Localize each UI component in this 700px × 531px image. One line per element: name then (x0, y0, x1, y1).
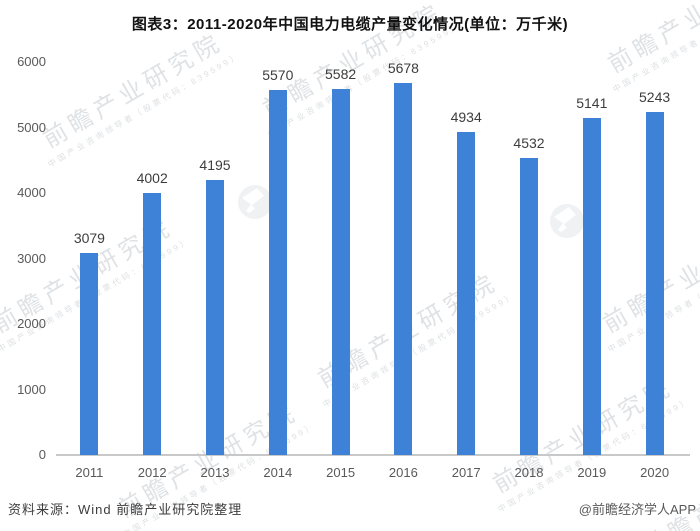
x-tick-label: 2012 (137, 465, 167, 480)
source-note: 资料来源：Wind 前瞻产业研究院整理 (8, 502, 243, 517)
y-tick-label: 2000 (17, 316, 46, 331)
x-axis-line (56, 454, 690, 456)
bar-value-label: 4532 (513, 135, 545, 152)
bar-value-label: 5141 (576, 95, 608, 112)
bar (394, 83, 413, 455)
bar-value-label: 4934 (450, 108, 482, 125)
credit-note: @前瞻经济学人APP (578, 502, 696, 517)
x-tick-label: 2014 (263, 465, 293, 480)
y-tick-label: 0 (38, 447, 46, 462)
y-tick-label: 1000 (17, 381, 46, 397)
bar-value-label: 5570 (262, 67, 294, 84)
x-tick-label: 2017 (451, 465, 481, 480)
bar (331, 89, 350, 455)
x-tick-label: 2018 (514, 465, 544, 480)
bar-value-label: 4195 (199, 157, 231, 174)
bar (457, 131, 476, 455)
chart-title: 图表3：2011-2020年中国电力电缆产量变化情况(单位：万千米) (131, 16, 569, 33)
bar-value-label: 5243 (639, 88, 671, 105)
bar (206, 180, 224, 455)
x-tick-label: 2015 (326, 465, 356, 480)
y-axis: 0 1000 2000 3000 4000 5000 6000 (0, 54, 46, 462)
x-tick-label: 2019 (577, 465, 607, 480)
x-tick-label: 2011 (75, 465, 104, 480)
y-tick-label: 5000 (17, 119, 46, 135)
bar (520, 158, 538, 455)
x-tick-label: 2013 (200, 465, 230, 480)
x-tick-label: 2016 (388, 465, 418, 480)
bar (582, 118, 601, 455)
bar-value-label: 5582 (325, 66, 357, 83)
y-tick-label: 3000 (17, 250, 46, 266)
bar (80, 253, 99, 455)
bar-value-label: 3079 (73, 230, 105, 247)
bar-value-label: 4002 (136, 169, 168, 186)
bar-value-label: 5678 (387, 60, 419, 77)
bar (268, 90, 287, 455)
y-tick-label: 4000 (17, 185, 46, 200)
x-tick-label: 2020 (640, 465, 670, 480)
bar (143, 192, 162, 455)
plot-area: 3079 2011 4002 2012 4195 2013 5570 2014 5582 2015… (58, 60, 686, 480)
bar (645, 111, 664, 455)
y-tick-label: 6000 (17, 54, 46, 69)
